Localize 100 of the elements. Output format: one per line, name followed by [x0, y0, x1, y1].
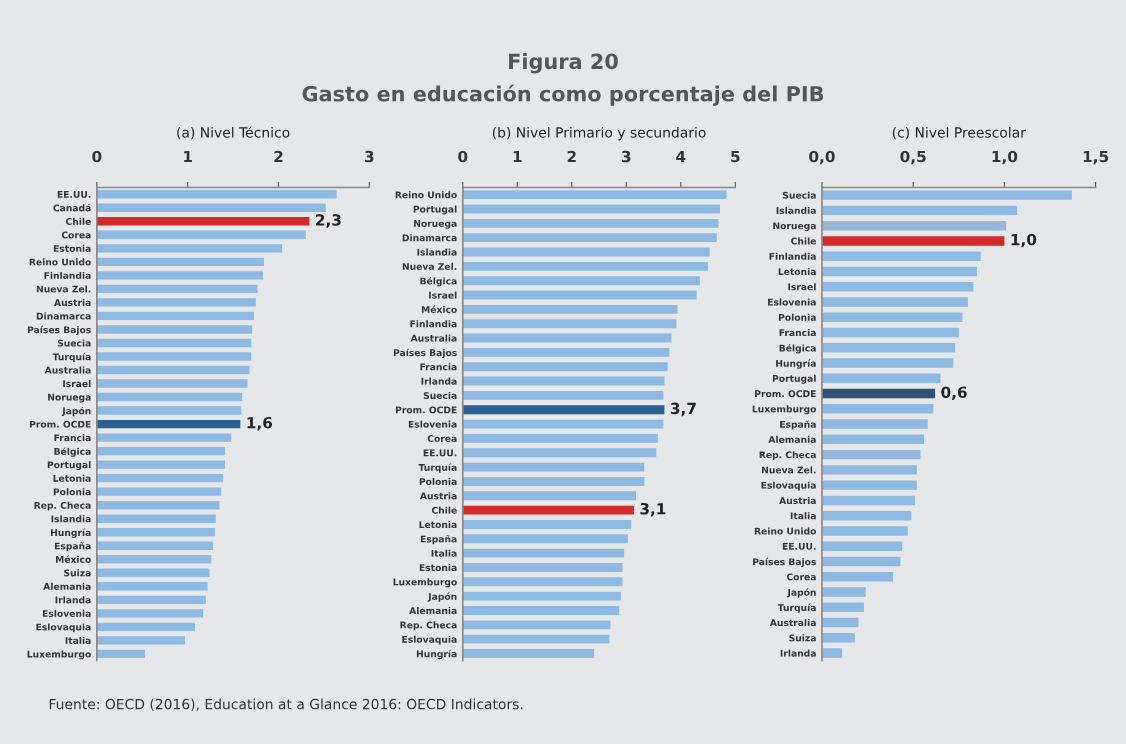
x-tick-label: 1,5 [1083, 150, 1109, 165]
bar [462, 649, 595, 658]
y-tick-label: Letonia [778, 267, 816, 276]
bar [96, 433, 232, 442]
bar [462, 204, 721, 214]
y-tick-label: Noruega [773, 222, 816, 232]
y-tick-label: EE.UU. [782, 542, 816, 550]
y-tick-label: Austria [419, 492, 457, 500]
bar [462, 319, 677, 329]
y-tick-label: Países Bajos [753, 557, 816, 568]
y-tick-label: Nueva Zel. [36, 285, 91, 293]
y-tick-label: Chile [431, 506, 457, 514]
y-tick-label: España [420, 535, 457, 545]
y-tick-label: Luxemburgo [393, 578, 457, 588]
x-tick-label: 1 [513, 150, 522, 163]
y-tick-label: Italia [790, 512, 816, 520]
y-tick-label: Dinamarca [402, 234, 457, 242]
data-label: 3,1 [640, 502, 666, 517]
bar [821, 327, 959, 338]
y-tick-label: Portugal [47, 461, 91, 471]
y-tick-label: Corea [786, 573, 816, 581]
bar [96, 419, 241, 429]
y-tick-label: Chile [65, 217, 91, 225]
y-tick-label: Luxemburgo [752, 405, 817, 415]
bar [821, 358, 954, 368]
bar [462, 247, 710, 257]
bar [462, 276, 700, 286]
bar [462, 606, 620, 615]
y-tick-label: Australia [410, 334, 457, 342]
data-label: 1,6 [247, 416, 273, 431]
bar [96, 406, 242, 415]
bar [821, 373, 941, 384]
bar [96, 501, 220, 510]
bar [96, 271, 264, 280]
bar [821, 495, 916, 506]
bar [821, 526, 908, 536]
y-tick-label: Eslovaquia [761, 481, 816, 491]
y-tick-label: Reino Unido [29, 258, 91, 266]
y-tick-label: Prom. OCDE [395, 406, 457, 414]
x-tick-label: 0,0 [809, 150, 835, 165]
bar [462, 419, 664, 429]
bar [96, 230, 306, 239]
y-tick-label: Rep. Checa [34, 501, 91, 511]
bar [821, 602, 864, 612]
bar [96, 568, 210, 577]
y-tick-label: Israel [788, 283, 816, 291]
bar [96, 622, 195, 632]
bar [96, 460, 225, 469]
y-tick-label: Turquía [777, 603, 816, 613]
y-tick-label: Eslovenia [408, 420, 457, 428]
bar [96, 541, 214, 550]
bar [462, 390, 664, 400]
bar [96, 244, 283, 253]
x-tick-label: 2 [567, 150, 576, 163]
y-tick-label: Turquía [52, 352, 91, 363]
y-tick-label: Polonia [53, 488, 91, 496]
bar [462, 476, 645, 486]
bar [96, 365, 250, 375]
y-tick-label: Australia [44, 366, 91, 374]
y-tick-label: EE.UU. [423, 449, 457, 457]
bar [96, 325, 253, 334]
y-tick-label: Letonia [419, 520, 457, 529]
y-tick-label: Italia [431, 549, 457, 557]
bar [821, 388, 936, 399]
y-tick-label: Corea [61, 231, 91, 239]
bar [462, 233, 717, 243]
bar [462, 218, 719, 228]
y-tick-label: Estonia [419, 563, 457, 572]
y-tick-label: Hungría [416, 649, 457, 660]
bar [96, 257, 264, 267]
y-tick-label: Turquía [418, 463, 457, 473]
y-tick-label: Australia [769, 619, 816, 627]
data-label: 2,3 [316, 214, 341, 228]
bar [462, 591, 621, 601]
y-tick-label: Rep. Checa [400, 621, 457, 631]
y-tick-label: Nueva Zel. [402, 262, 457, 270]
bar [462, 304, 678, 314]
x-tick-label: 1,0 [992, 150, 1018, 165]
bar [462, 190, 727, 200]
y-tick-label: Reino Unido [754, 527, 817, 535]
bar [821, 617, 859, 628]
x-tick-label: 3 [621, 150, 631, 163]
bar [821, 434, 925, 445]
text: Figura 20 [509, 53, 618, 74]
y-tick-label: Eslovaquia [36, 623, 91, 633]
y-tick-label: Francia [420, 363, 457, 371]
y-tick-label: Países Bajos [393, 348, 457, 359]
chart-title: (c) Nivel Preescolar [892, 126, 1026, 140]
y-tick-label: México [421, 305, 457, 313]
y-tick-label: Canadá [53, 203, 91, 212]
bar [821, 541, 903, 551]
bar [462, 491, 637, 501]
bar [96, 190, 337, 199]
bar [96, 514, 216, 523]
bar [96, 595, 206, 605]
y-tick-label: Suiza [64, 569, 91, 577]
bar [462, 405, 665, 415]
bar [462, 634, 610, 644]
bar [462, 520, 632, 529]
bar [462, 433, 658, 443]
